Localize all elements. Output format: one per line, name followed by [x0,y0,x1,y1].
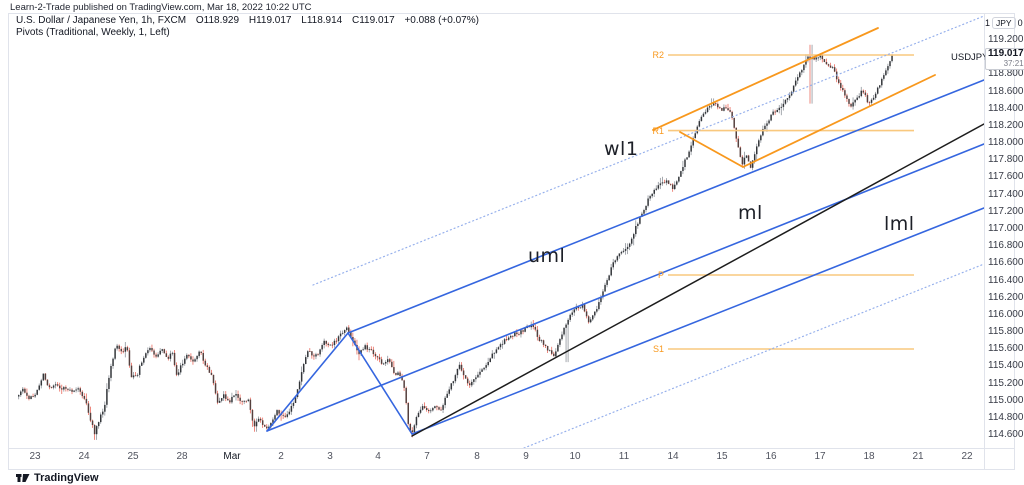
price-tick: 114.800 [988,411,1024,423]
date-tick: Mar [223,451,241,462]
date-tick: 2 [278,451,284,462]
date-tick: 24 [78,451,90,462]
price-axis-border [984,13,985,470]
date-tick: 11 [618,451,630,462]
pivot-label-s1: S1 [652,343,664,354]
median-line[interactable] [266,143,985,432]
price-tick: 116.200 [988,291,1024,303]
axis-currency-widget[interactable]: 1 JPY 0 [985,17,1023,29]
bar-countdown: 37:21 [1003,59,1024,68]
price-change: +0.088 (+0.07%) [404,15,479,26]
label-warning-line-1[interactable]: wl1 [604,138,639,160]
date-tick: 7 [424,451,430,462]
time-axis-border [8,448,1015,449]
price-tick: 117.000 [988,222,1024,234]
price-tick: 115.400 [988,360,1024,372]
ohlc-low: L118.914 [301,15,343,26]
ohlc-high: H119.017 [248,15,292,26]
price-tick: 117.800 [988,154,1024,166]
price-tick: 117.600 [988,171,1024,183]
current-price-label: 119.017 37:21 [985,48,1024,70]
candlestick-series [18,44,893,440]
price-tick: 118.400 [988,102,1024,114]
price-tick: 116.400 [988,274,1024,286]
price-tick: 118.800 [988,68,1024,80]
date-tick: 23 [29,451,41,462]
date-tick: 25 [127,451,139,462]
symbol-title[interactable]: U.S. Dollar / Japanese Yen, 1h, FXCM [16,15,187,26]
price-tick: 115.200 [988,377,1024,389]
label-upper-median-line[interactable]: uml [528,245,566,267]
label-lower-median-line[interactable]: lml [884,213,915,235]
pivot-label-r1: R1 [652,125,664,136]
pivot-label-p: P [657,270,664,281]
symbol-legend[interactable]: U.S. Dollar / Japanese Yen, 1h, FXCM O11… [16,15,479,26]
tradingview-logo-text: TradingView [34,472,99,484]
tradingview-logo[interactable]: TradingView [16,471,99,485]
date-tick: 14 [667,451,679,462]
price-tick: 116.800 [988,240,1024,252]
publish-attribution: Learn-2-Trade published on TradingView.c… [10,2,312,13]
ohlc-close: C119.017 [352,15,395,26]
date-tick: 21 [912,451,924,462]
orange-pullback-line[interactable] [679,131,744,168]
orange-channel-lower[interactable] [742,74,936,168]
price-tick: 117.400 [988,188,1024,200]
price-tick: 115.600 [988,343,1024,355]
indicator-legend[interactable]: Pivots (Traditional, Weekly, 1, Left) [16,27,170,38]
price-tick: 119.200 [988,34,1024,45]
current-price-value: 119.017 [988,48,1024,59]
upper-median-line[interactable] [347,79,985,334]
axis-widget-right: 0 [1017,18,1023,28]
price-tick: 115.000 [988,394,1024,406]
price-tick: 115.800 [988,326,1024,338]
label-median-line[interactable]: ml [738,202,763,224]
drawing-trendlines[interactable] [266,15,985,449]
date-tick: 15 [716,451,728,462]
date-tick: 28 [176,451,188,462]
price-tick: 114.600 [988,429,1024,441]
orange-channel-upper[interactable] [652,27,879,131]
date-tick: 22 [961,451,973,462]
pitchfork-handle-a-b[interactable] [266,332,349,432]
warning-line-1[interactable] [312,15,985,286]
date-tick: 10 [569,451,581,462]
price-tick: 116.000 [988,308,1024,320]
pivot-label-r2: R2 [652,50,664,61]
date-tick: 8 [474,451,480,462]
date-tick: 4 [375,451,381,462]
price-tick: 118.600 [988,85,1024,97]
date-tick: 16 [765,451,777,462]
price-tick: 118.200 [988,119,1024,131]
black-trendline[interactable] [411,123,985,437]
pivot-level-lines[interactable] [668,54,914,350]
date-tick: 3 [327,451,333,462]
date-tick: 17 [814,451,826,462]
pitchfork-handle-b-c[interactable] [347,332,413,435]
price-tick: 118.000 [988,137,1024,149]
ohlc-open: O118.929 [195,15,240,26]
currency-toggle-button[interactable]: JPY [992,17,1016,29]
price-tick: 116.600 [988,257,1024,269]
price-tick: 117.200 [988,205,1024,217]
date-tick: 18 [863,451,875,462]
tradingview-logo-mark [16,474,30,482]
date-tick: 9 [523,451,529,462]
lower-median-line[interactable] [411,207,985,435]
symbol-axis-label: USDJPY [951,52,989,63]
axis-widget-left: 1 [985,18,991,28]
warning-line-2[interactable] [523,263,985,449]
